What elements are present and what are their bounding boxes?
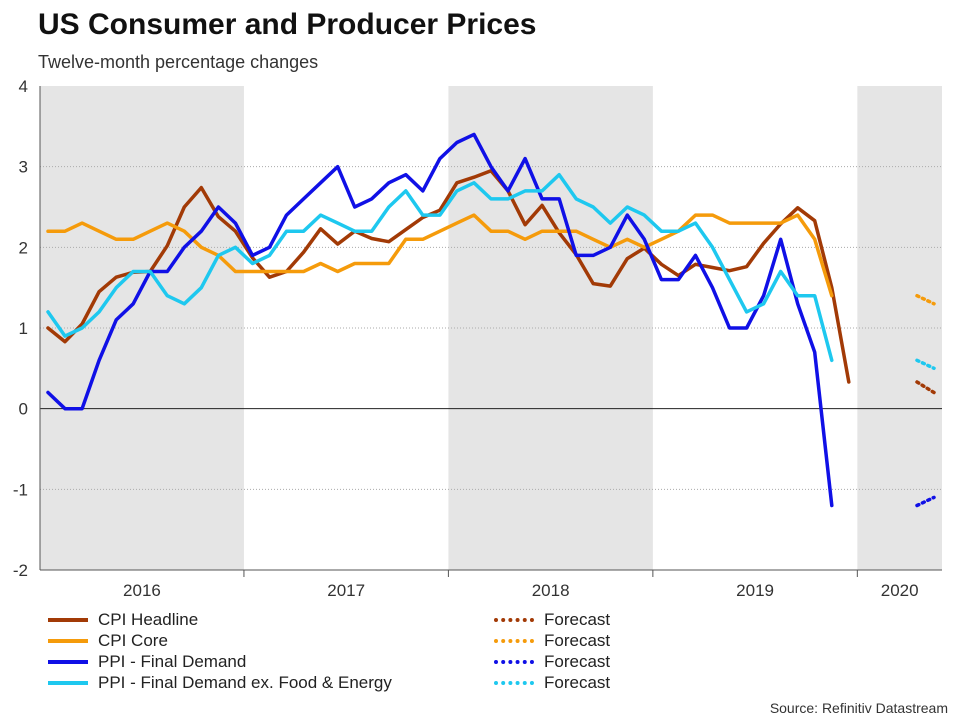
y-tick-label--1: -1 [13,480,28,499]
series-0-line [46,168,851,384]
x-axis: 2016 2017 2018 2019 2020 [40,569,942,600]
legend-swatch-forecast-ppi-final-demand [494,660,534,664]
series-lines [46,132,936,508]
series-0-forecast-line [915,380,936,395]
y-tick-label-4: 4 [19,77,28,96]
source-note: Source: Refinitiv Datastream [769,700,948,716]
legend-swatch-forecast-cpi-core [494,639,534,643]
series-2-forecast-line [915,495,936,508]
y-tick-label-3: 3 [19,158,28,177]
legend-label-forecast-ppi-ex-food-energy: Forecast [544,673,611,692]
legend-item-forecast-cpi-core: Forecast [494,631,610,651]
legend-item-forecast-ppi-ex-food-energy: Forecast [494,673,610,693]
x-tick-label-2017: 2017 [327,581,365,600]
x-tick-label-2018: 2018 [532,581,570,600]
legend-swatch-ppi-final-demand [48,660,88,664]
legend: CPI Headline CPI Core PPI - Final Demand… [48,610,648,700]
legend-item-forecast-ppi-final-demand: Forecast [494,652,610,672]
legend-label-forecast-cpi-core: Forecast [544,631,611,650]
legend-swatch-forecast-cpi-headline [494,618,534,622]
y-tick-label-0: 0 [19,400,28,419]
legend-label-ppi-final-demand: PPI - Final Demand [98,652,247,671]
series-3-forecast-line [915,358,936,371]
legend-swatch-cpi-headline [48,618,88,622]
year-band-2020 [857,86,942,570]
legend-swatch-ppi-ex-food-energy [48,681,88,685]
legend-item-ppi-ex-food-energy: PPI - Final Demand ex. Food & Energy [48,673,392,693]
x-tick-label-2020: 2020 [881,581,919,600]
legend-label-forecast-ppi-final-demand: Forecast [544,652,611,671]
series-1-line [46,213,834,298]
legend-item-cpi-core: CPI Core [48,631,168,651]
y-tick-label-1: 1 [19,319,28,338]
series-3-line [46,172,834,363]
legend-item-forecast-cpi-headline: Forecast [494,610,610,630]
legend-swatch-cpi-core [48,639,88,643]
legend-item-ppi-final-demand: PPI - Final Demand [48,652,246,672]
chart-title: US Consumer and Producer Prices [38,8,537,41]
legend-label-forecast-cpi-headline: Forecast [544,610,611,629]
y-tick-label--2: -2 [13,561,28,580]
series-2-line [46,132,834,508]
legend-label-ppi-ex-food-energy: PPI - Final Demand ex. Food & Energy [98,673,392,692]
legend-label-cpi-core: CPI Core [98,631,168,650]
x-tick-label-2019: 2019 [736,581,774,600]
series-1-forecast-line [915,293,936,306]
legend-swatch-forecast-ppi-ex-food-energy [494,681,534,685]
y-axis: -2 -1 0 1 2 3 4 [13,77,41,580]
y-tick-label-2: 2 [19,238,28,257]
x-tick-label-2016: 2016 [123,581,161,600]
chart-subtitle: Twelve-month percentage changes [38,52,319,72]
legend-label-cpi-headline: CPI Headline [98,610,199,629]
legend-item-cpi-headline: CPI Headline [48,610,198,630]
